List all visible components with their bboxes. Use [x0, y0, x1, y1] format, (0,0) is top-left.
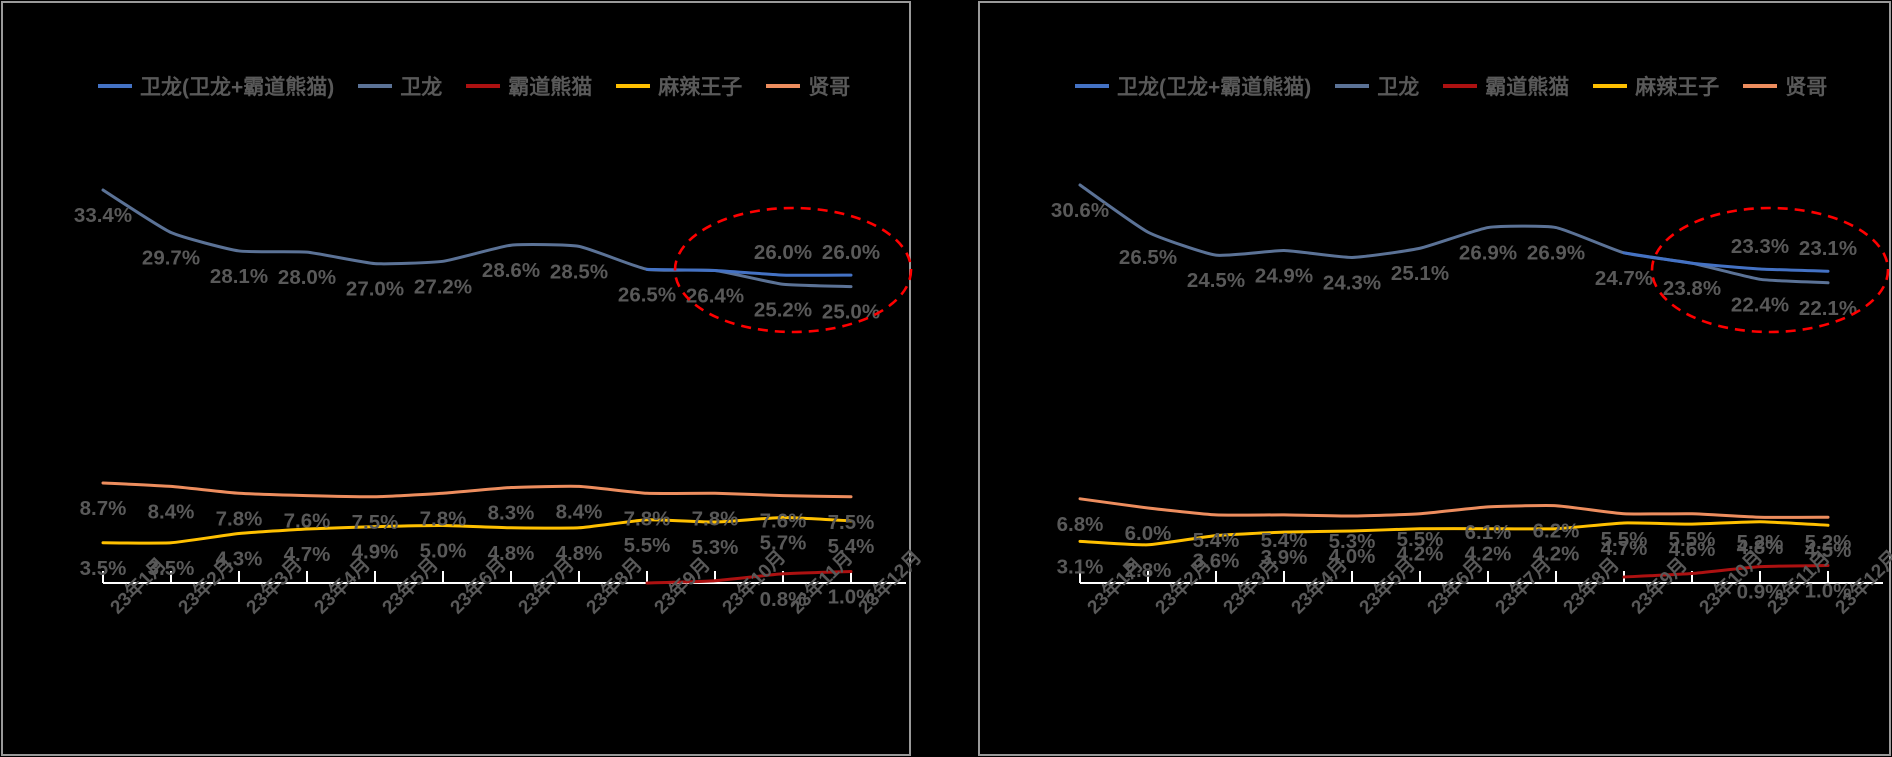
svg-text:30.6%: 30.6% [1051, 199, 1109, 222]
svg-text:24.5%: 24.5% [1187, 269, 1245, 292]
svg-text:28.5%: 28.5% [550, 260, 608, 283]
svg-text:22.4%: 22.4% [1731, 293, 1789, 316]
svg-text:26.0%: 26.0% [754, 241, 812, 264]
svg-text:27.0%: 27.0% [346, 278, 404, 301]
svg-text:26.0%: 26.0% [822, 241, 880, 264]
svg-text:29.7%: 29.7% [142, 247, 200, 270]
svg-text:3.1%: 3.1% [1057, 555, 1104, 578]
svg-text:26.5%: 26.5% [1119, 246, 1177, 269]
svg-text:23.3%: 23.3% [1731, 235, 1789, 258]
svg-text:26.5%: 26.5% [618, 283, 676, 306]
svg-text:24.7%: 24.7% [1595, 267, 1653, 290]
svg-text:23.1%: 23.1% [1799, 237, 1857, 260]
svg-text:26.9%: 26.9% [1527, 242, 1585, 265]
svg-text:3.5%: 3.5% [80, 557, 127, 580]
svg-text:25.1%: 25.1% [1391, 262, 1449, 285]
svg-text:24.3%: 24.3% [1323, 271, 1381, 294]
svg-text:8.7%: 8.7% [80, 497, 127, 520]
svg-text:28.6%: 28.6% [482, 259, 540, 282]
svg-text:24.9%: 24.9% [1255, 265, 1313, 288]
svg-text:26.9%: 26.9% [1459, 242, 1517, 265]
svg-text:22.1%: 22.1% [1799, 297, 1857, 320]
svg-text:25.2%: 25.2% [754, 298, 812, 321]
svg-text:28.1%: 28.1% [210, 265, 268, 288]
svg-text:33.4%: 33.4% [74, 204, 132, 227]
svg-text:25.0%: 25.0% [822, 301, 880, 324]
svg-text:23.8%: 23.8% [1663, 277, 1721, 300]
svg-text:26.4%: 26.4% [686, 285, 744, 308]
svg-text:28.0%: 28.0% [278, 266, 336, 289]
svg-text:27.2%: 27.2% [414, 275, 472, 298]
svg-text:6.8%: 6.8% [1057, 513, 1104, 536]
